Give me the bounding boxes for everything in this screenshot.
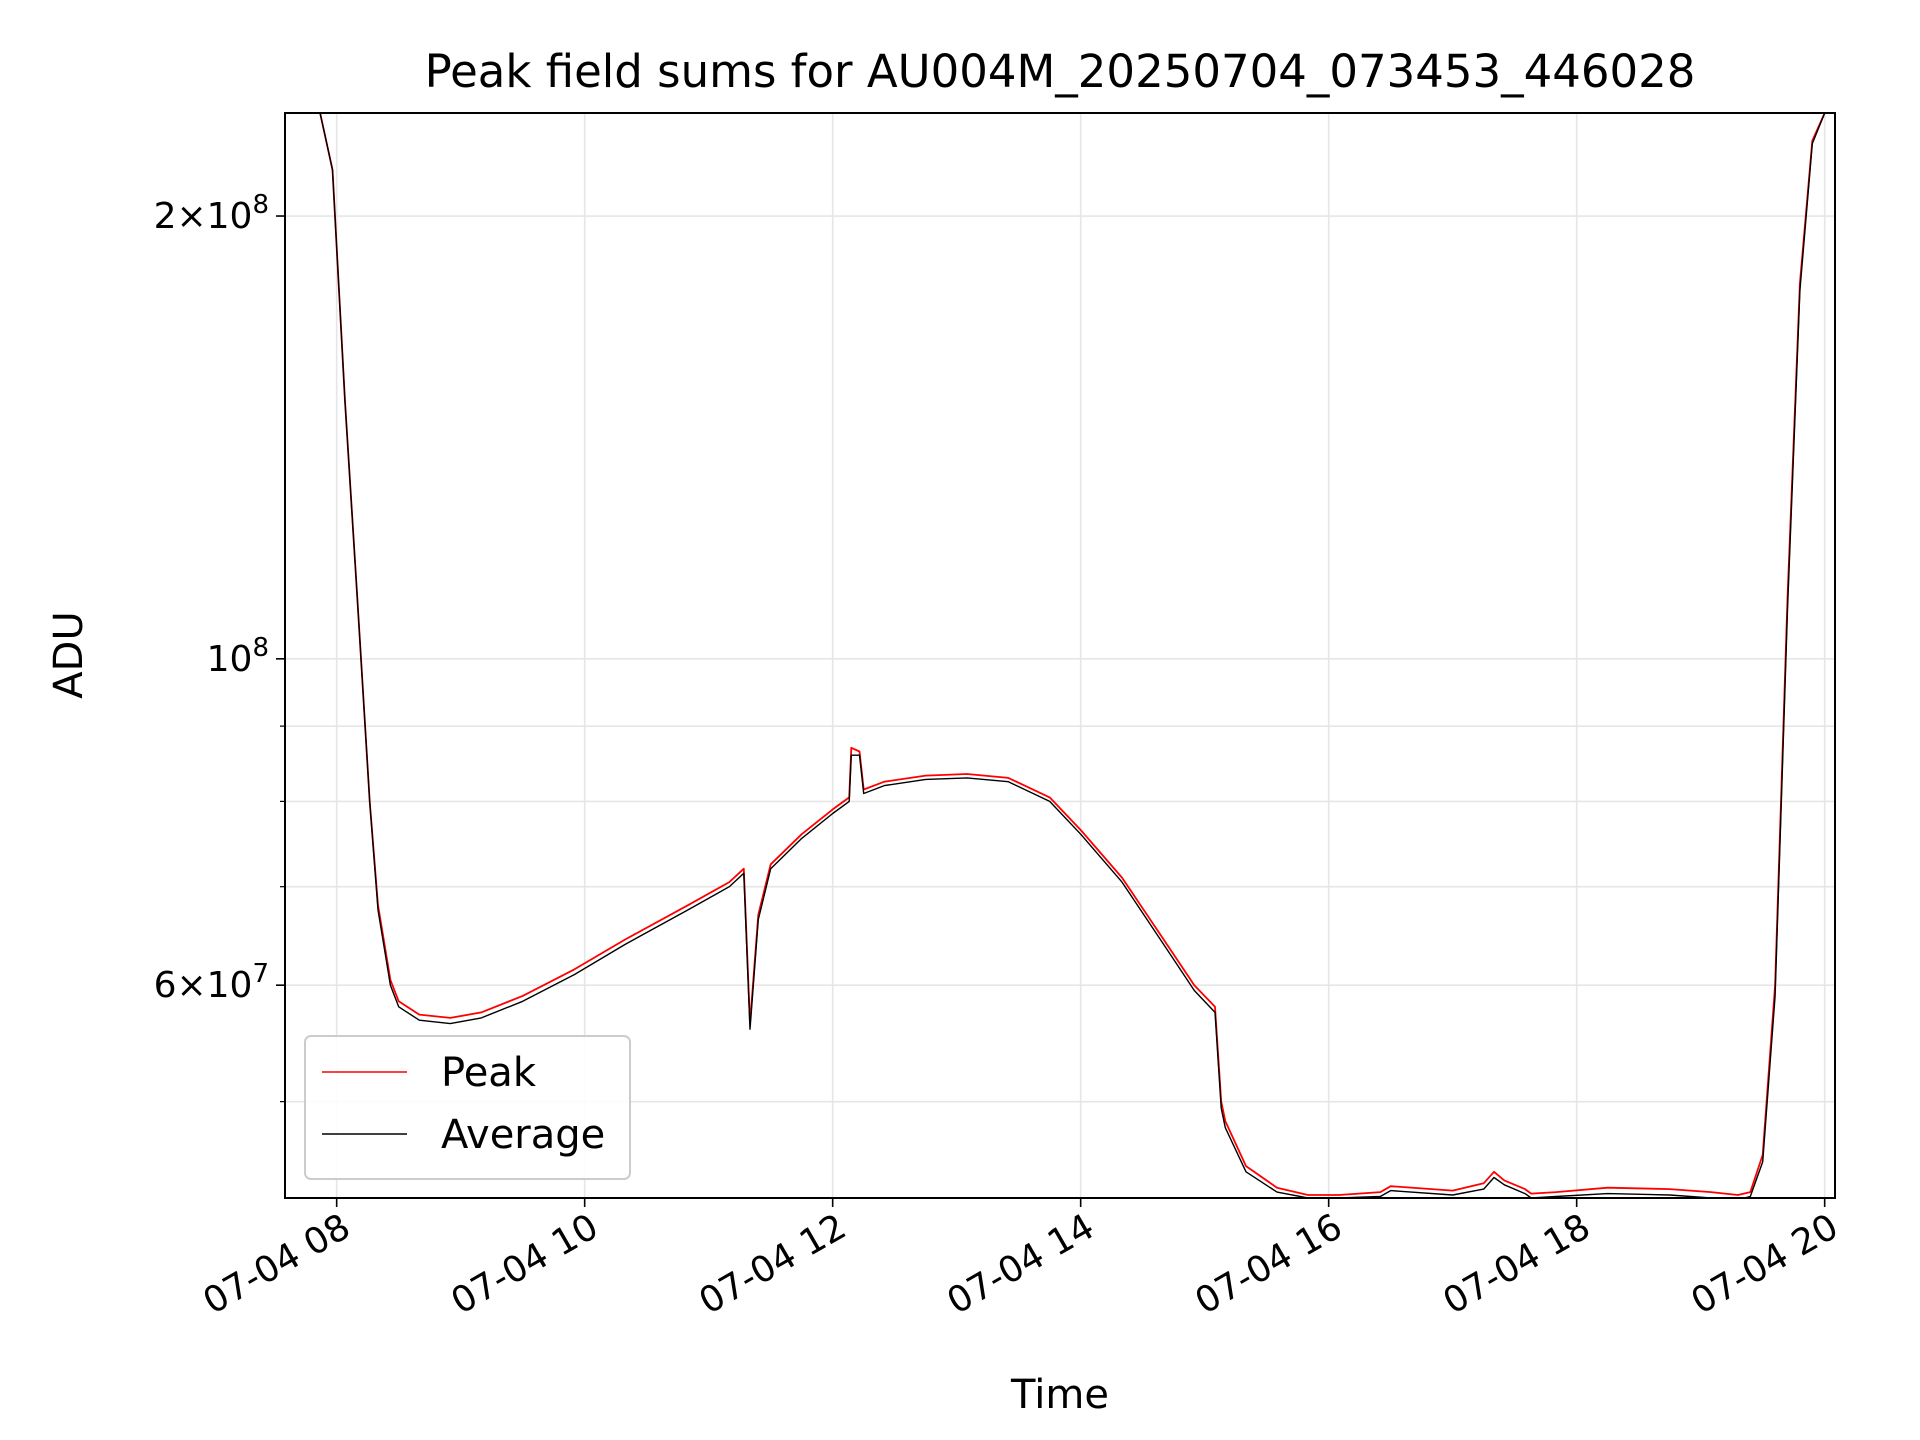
x-tick-label: 07-04 12 <box>692 1206 853 1322</box>
plot-lines <box>285 113 1835 1198</box>
x-tick-label: 07-04 18 <box>1436 1206 1597 1322</box>
x-tick-label: 07-04 10 <box>444 1206 605 1322</box>
series-line-average <box>285 113 1835 1198</box>
x-tick-label: 07-04 20 <box>1684 1206 1845 1322</box>
y-tick-label: 6×107 <box>154 959 269 1006</box>
x-tick-label: 07-04 14 <box>940 1206 1101 1322</box>
series-line-peak <box>285 113 1835 1196</box>
x-tick-label: 07-04 08 <box>196 1206 357 1322</box>
legend: Peak Average <box>304 1035 631 1180</box>
y-tick-label: 2×108 <box>154 190 269 237</box>
legend-label-peak: Peak <box>441 1050 537 1096</box>
x-axis-label: Time <box>1010 1372 1109 1418</box>
y-tick-label: 108 <box>207 633 269 680</box>
legend-label-average: Average <box>441 1112 605 1158</box>
chart-title: Peak field sums for AU004M_20250704_0734… <box>425 45 1696 98</box>
plot-frame <box>284 112 1836 1199</box>
y-axis-label: ADU <box>46 611 92 698</box>
x-tick-label: 07-04 16 <box>1188 1206 1349 1322</box>
